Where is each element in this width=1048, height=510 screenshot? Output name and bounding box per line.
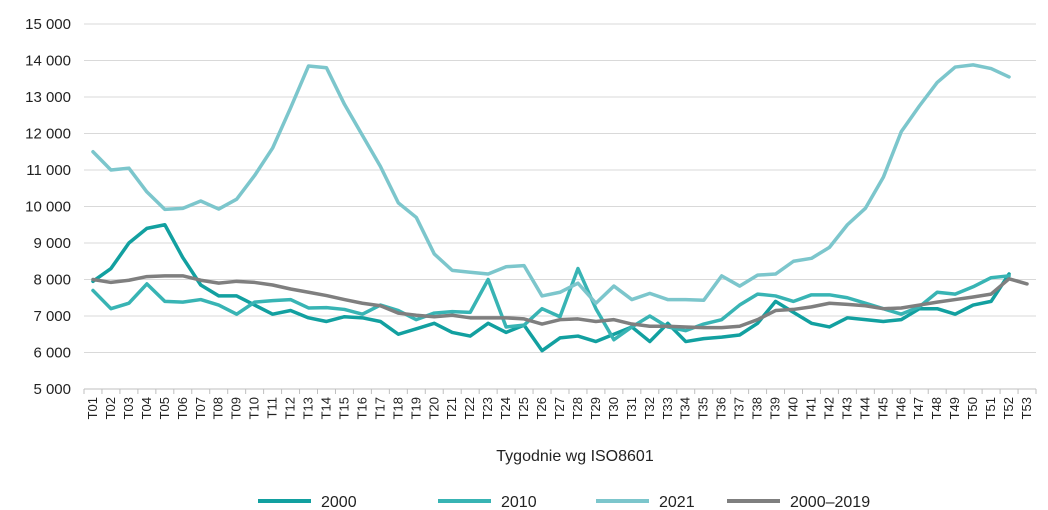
x-tick-label: T48 <box>929 397 944 419</box>
x-tick-label: T34 <box>678 397 693 419</box>
x-tick-label: T09 <box>229 397 244 419</box>
x-tick-label: T47 <box>911 397 926 419</box>
series-lines <box>91 63 1029 353</box>
y-tick-label: 13 000 <box>25 89 71 106</box>
x-tick-label: T44 <box>857 397 872 419</box>
x-tick-label: T05 <box>157 397 172 419</box>
x-tick-label: T37 <box>732 397 747 419</box>
x-tick-label: T10 <box>247 397 262 419</box>
x-tick-label: T38 <box>750 397 765 419</box>
series-line-0 <box>91 223 1011 353</box>
x-tick-label: T31 <box>624 397 639 419</box>
x-tick-label: T07 <box>193 397 208 419</box>
x-tick-label: T08 <box>211 397 226 419</box>
x-tick-label: T52 <box>1001 397 1016 419</box>
x-tick-label: T01 <box>85 397 100 419</box>
x-tick-label: T21 <box>444 397 459 419</box>
x-tick-label: T15 <box>336 397 351 419</box>
y-tick-label: 15 000 <box>25 16 71 33</box>
x-tick-label: T06 <box>175 397 190 419</box>
x-tick-label: T03 <box>121 397 136 419</box>
y-tick-label: 6 000 <box>33 345 71 362</box>
x-tick-label: T46 <box>893 397 908 419</box>
x-tick-label: T45 <box>875 397 890 419</box>
x-tick-label: T02 <box>103 397 118 419</box>
x-axis-ticks: T01 T02 T03 T04 T05 T06 T07 T08 T09 T10 T11 T12 T13 T… <box>83 389 1037 419</box>
x-tick-label: T43 <box>839 397 854 419</box>
x-tick-label: T16 <box>354 397 369 419</box>
x-tick-label: T42 <box>821 397 836 419</box>
x-tick-label: T12 <box>283 397 298 419</box>
x-tick-label: T19 <box>408 397 423 419</box>
series-line-2 <box>91 63 1011 305</box>
x-tick-label: T40 <box>786 397 801 419</box>
x-tick-label: T26 <box>534 397 549 419</box>
x-tick-label: T49 <box>947 397 962 419</box>
legend-label: 2021 <box>659 494 695 510</box>
x-tick-label: T36 <box>714 397 729 419</box>
x-tick-label: T13 <box>301 397 316 419</box>
x-tick-label: T51 <box>983 397 998 419</box>
legend-label: 2000 <box>321 494 357 510</box>
x-tick-label: T41 <box>803 397 818 419</box>
y-tick-label: 8 000 <box>33 272 71 289</box>
x-tick-label: T20 <box>426 397 441 419</box>
y-tick-label: 5 000 <box>33 381 71 398</box>
x-axis-title: Tygodnie wg ISO8601 <box>496 448 654 465</box>
series-line-3 <box>91 274 1029 330</box>
y-tick-label: 7 000 <box>33 308 71 325</box>
x-tick-label: T39 <box>768 397 783 419</box>
x-tick-label: T32 <box>642 397 657 419</box>
y-axis-ticks: 5 000 6 000 7 000 8 000 9 000 10 000 11 000 12 … <box>25 16 71 398</box>
x-tick-label: T14 <box>318 397 333 419</box>
x-tick-label: T50 <box>965 397 980 419</box>
x-tick-label: T29 <box>588 397 603 419</box>
x-tick-label: T53 <box>1019 397 1034 419</box>
y-tick-label: 11 000 <box>26 162 71 179</box>
x-tick-label: T30 <box>606 397 621 419</box>
legend-label: 2000–2019 <box>790 494 870 510</box>
x-tick-label: T23 <box>480 397 495 419</box>
x-tick-label: T11 <box>265 397 280 418</box>
x-tick-label: T24 <box>498 397 513 419</box>
x-tick-label: T22 <box>462 397 477 419</box>
x-tick-label: T28 <box>570 397 585 419</box>
x-tick-label: T04 <box>139 397 154 419</box>
y-tick-label: 12 000 <box>25 126 71 143</box>
y-tick-label: 10 000 <box>25 199 71 216</box>
series-line-1 <box>91 266 1011 342</box>
x-tick-label: T25 <box>516 397 531 419</box>
x-tick-label: T17 <box>372 397 387 419</box>
gridlines <box>84 23 1036 390</box>
x-tick-label: T33 <box>660 397 675 419</box>
x-tick-label: T18 <box>390 397 405 419</box>
y-tick-label: 9 000 <box>33 235 71 252</box>
x-tick-label: T35 <box>696 397 711 419</box>
x-tick-label: T27 <box>552 397 567 419</box>
y-tick-label: 14 000 <box>25 53 71 70</box>
legend-label: 2010 <box>501 494 537 510</box>
legend: 2000 2010 2021 2000–2019 <box>258 494 870 510</box>
